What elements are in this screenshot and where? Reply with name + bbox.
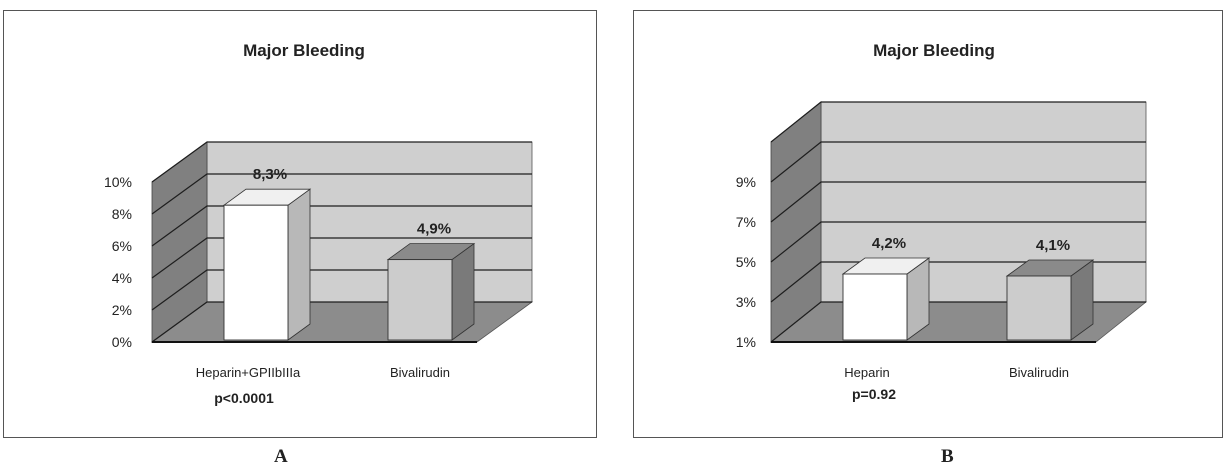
- y-tick-label: 2%: [112, 302, 132, 318]
- y-tick-label: 10%: [104, 174, 132, 190]
- bar-side: [452, 244, 474, 340]
- chart-panel-a: Major Bleeding 0% 2% 4% 6% 8% 10% 8,3% Heparin+G…: [3, 10, 597, 438]
- panel-label-b: B: [941, 446, 954, 468]
- chart-title: Major Bleeding: [243, 41, 365, 60]
- bar-side: [288, 189, 310, 340]
- category-label: Heparin: [844, 365, 890, 380]
- category-label: Heparin+GPIIbIIIa: [196, 365, 301, 380]
- bar: [388, 260, 452, 340]
- floor: [152, 302, 532, 342]
- data-label: 4,1%: [1036, 237, 1070, 254]
- panel-label-a: A: [274, 446, 288, 468]
- y-tick-label: 0%: [112, 334, 132, 350]
- chart-b-svg: Major Bleeding 1% 3% 5% 7% 9% 4,2% Heparin 4,1% B…: [634, 11, 1224, 439]
- y-tick-label: 8%: [112, 206, 132, 222]
- chart-panel-b: Major Bleeding 1% 3% 5% 7% 9% 4,2% Heparin 4,1% B…: [633, 10, 1223, 438]
- data-label: 8,3%: [253, 166, 287, 183]
- data-label: 4,9%: [417, 221, 451, 238]
- data-label: 4,2%: [872, 235, 906, 252]
- y-tick-label: 6%: [112, 238, 132, 254]
- y-tick-label: 5%: [736, 254, 756, 270]
- bar: [1007, 276, 1071, 340]
- chart-title: Major Bleeding: [873, 41, 995, 60]
- y-tick-label: 1%: [736, 334, 756, 350]
- y-tick-label: 4%: [112, 270, 132, 286]
- side-wall: [771, 102, 821, 342]
- category-label: Bivalirudin: [390, 365, 450, 380]
- y-tick-label: 7%: [736, 214, 756, 230]
- y-tick-label: 9%: [736, 174, 756, 190]
- bar: [224, 205, 288, 340]
- p-value-annotation: p<0.0001: [214, 390, 274, 406]
- p-value-annotation: p=0.92: [852, 386, 896, 402]
- chart-a-svg: Major Bleeding 0% 2% 4% 6% 8% 10% 8,3% Heparin+G…: [4, 11, 598, 439]
- y-tick-label: 3%: [736, 294, 756, 310]
- category-label: Bivalirudin: [1009, 365, 1069, 380]
- bar: [843, 274, 907, 340]
